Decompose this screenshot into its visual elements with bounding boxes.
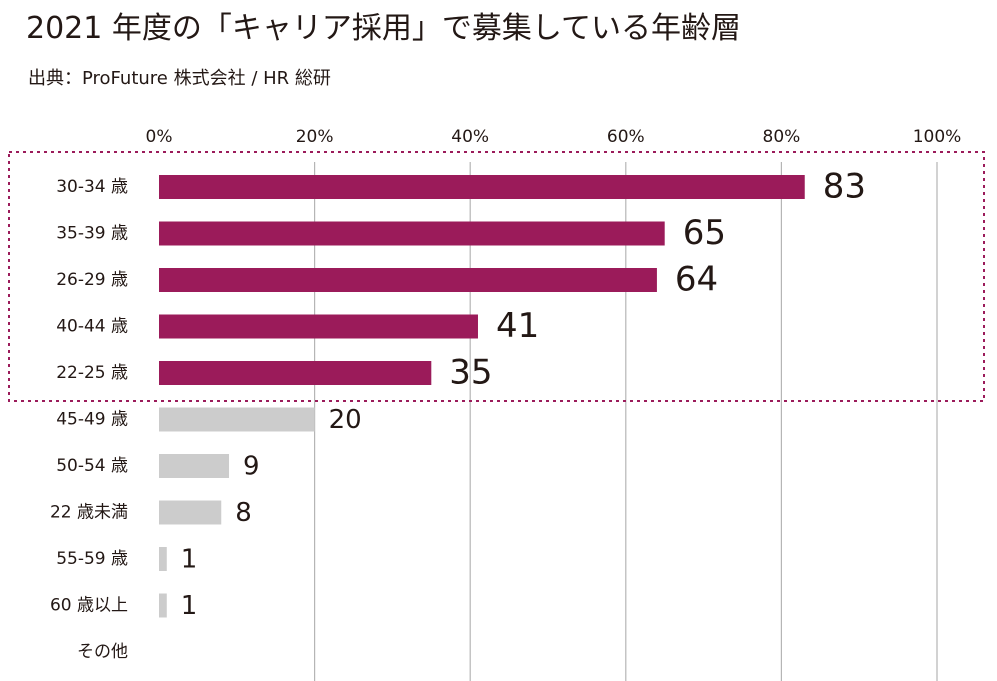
bar (159, 593, 167, 618)
category-label: 26-29 歳 (56, 270, 128, 290)
bar (159, 361, 432, 385)
category-label: その他 (77, 642, 128, 662)
x-tick-label: 60% (607, 127, 645, 147)
category-label: 35-39 歳 (56, 224, 128, 244)
data-label: 1 (181, 591, 198, 621)
bar (159, 221, 665, 246)
data-label: 41 (496, 306, 539, 346)
bar (159, 500, 222, 525)
category-label: 60 歳以上 (50, 596, 128, 616)
category-label: 30-34 歳 (56, 177, 128, 197)
bar (159, 407, 315, 432)
x-tick-label: 100% (913, 127, 962, 147)
data-label: 64 (675, 260, 718, 300)
category-label: 45-49 歳 (56, 410, 128, 430)
data-label: 20 (329, 405, 362, 435)
highlight-box (8, 151, 985, 402)
bar (159, 547, 167, 571)
data-label: 83 (823, 167, 866, 207)
chart-source: 出典：ProFuture 株式会社 / HR 総研 (28, 68, 331, 89)
x-tick-label: 0% (146, 127, 173, 147)
bar (159, 175, 805, 199)
x-tick-label: 40% (451, 127, 489, 147)
category-label: 22 歳未満 (50, 503, 128, 523)
category-label: 55-59 歳 (56, 549, 128, 569)
category-label: 40-44 歳 (56, 317, 128, 337)
data-label: 1 (181, 545, 198, 575)
x-tick-label: 20% (296, 127, 334, 147)
data-label: 8 (235, 498, 252, 528)
bar (159, 268, 657, 292)
category-label: 50-54 歳 (56, 456, 128, 476)
data-label: 9 (243, 452, 260, 482)
bar (159, 314, 478, 339)
data-label: 35 (449, 353, 492, 393)
bar (159, 454, 230, 478)
category-label: 22-25 歳 (56, 363, 128, 383)
data-label: 65 (683, 213, 726, 253)
x-tick-label: 80% (763, 127, 801, 147)
chart-title: 2021 年度の「キャリア採用」で募集している年齢層 (26, 11, 741, 46)
